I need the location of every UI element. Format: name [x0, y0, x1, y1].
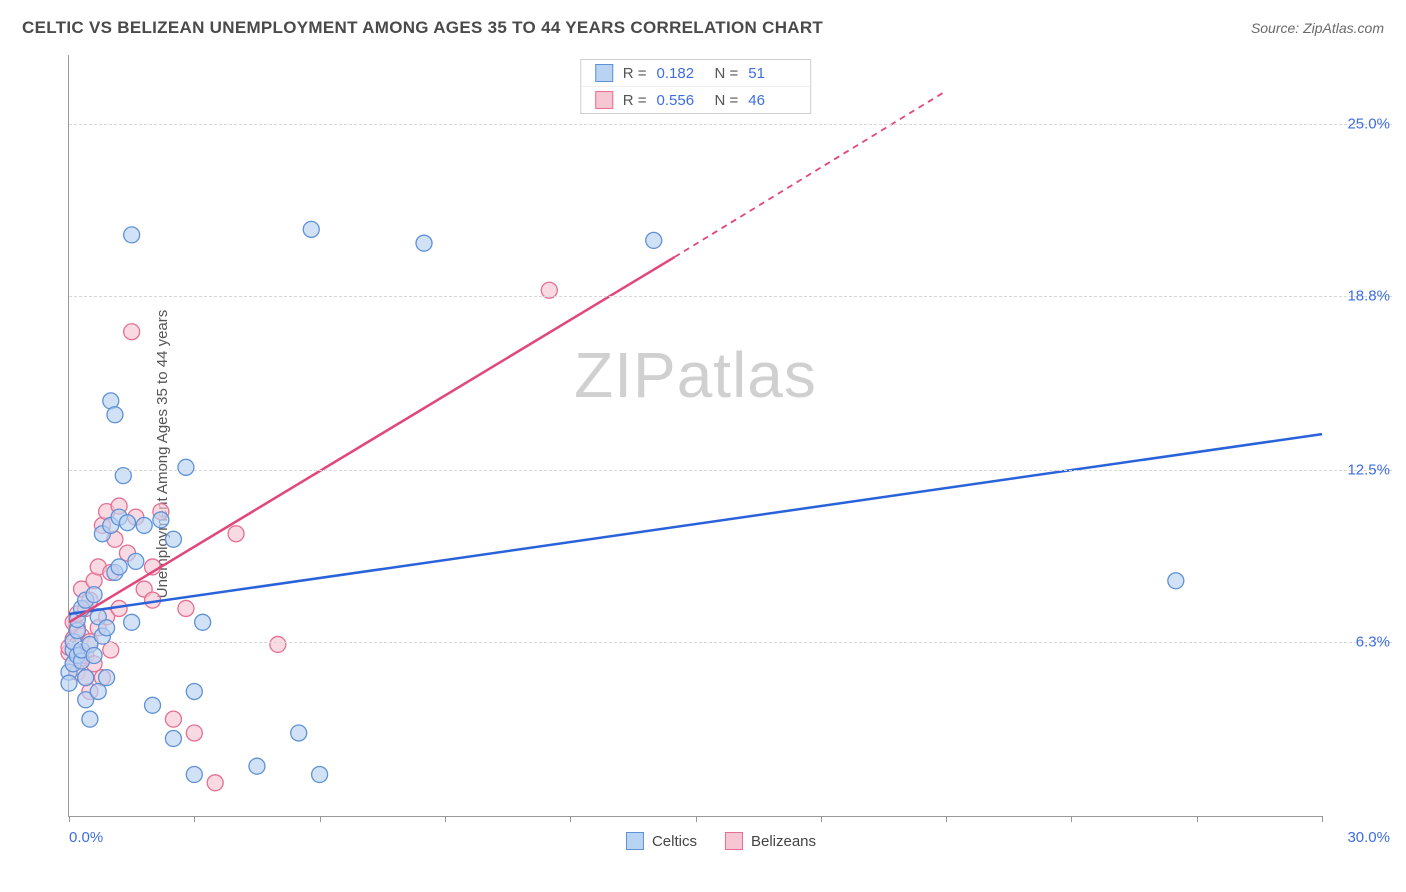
y-tick-label: 6.3%: [1356, 633, 1390, 650]
stats-row-belizeans: R = 0.556 N = 46: [581, 86, 811, 113]
gridline: [69, 296, 1392, 297]
stats-legend: R = 0.182 N = 51 R = 0.556 N = 46: [580, 59, 812, 114]
x-max-label: 30.0%: [1347, 829, 1390, 846]
x-tick: [1071, 816, 1072, 822]
chart-container: Unemployment Among Ages 35 to 44 years Z…: [50, 55, 1392, 852]
y-tick-label: 25.0%: [1347, 116, 1390, 133]
gridline: [69, 642, 1392, 643]
x-tick: [1197, 816, 1198, 822]
x-tick: [696, 816, 697, 822]
stats-row-celtics: R = 0.182 N = 51: [581, 60, 811, 86]
swatch-celtics: [626, 832, 644, 850]
source-label: Source: ZipAtlas.com: [1251, 20, 1384, 36]
r-value-celtics: 0.182: [657, 65, 705, 82]
x-tick: [570, 816, 571, 822]
gridline: [69, 124, 1392, 125]
r-value-belizeans: 0.556: [657, 92, 705, 109]
n-label: N =: [715, 65, 739, 82]
x-tick: [69, 816, 70, 822]
gridline: [69, 470, 1392, 471]
plot-area: ZIPatlas R = 0.182 N = 51 R = 0.556 N = …: [68, 55, 1322, 817]
swatch-belizeans: [595, 91, 613, 109]
x-tick: [1322, 816, 1323, 822]
n-value-celtics: 51: [748, 65, 796, 82]
n-value-belizeans: 46: [748, 92, 796, 109]
chart-title: CELTIC VS BELIZEAN UNEMPLOYMENT AMONG AG…: [22, 18, 823, 38]
legend-item-belizeans: Belizeans: [725, 832, 816, 850]
r-label: R =: [623, 92, 647, 109]
y-tick-label: 12.5%: [1347, 462, 1390, 479]
x-min-label: 0.0%: [69, 829, 103, 846]
y-tick-label: 18.8%: [1347, 287, 1390, 304]
n-label: N =: [715, 92, 739, 109]
x-tick: [821, 816, 822, 822]
series-legend: Celtics Belizeans: [626, 832, 816, 850]
x-tick: [946, 816, 947, 822]
legend-label-belizeans: Belizeans: [751, 833, 816, 850]
x-tick: [445, 816, 446, 822]
swatch-belizeans: [725, 832, 743, 850]
legend-item-celtics: Celtics: [626, 832, 697, 850]
legend-label-celtics: Celtics: [652, 833, 697, 850]
r-label: R =: [623, 65, 647, 82]
swatch-celtics: [595, 64, 613, 82]
x-tick: [320, 816, 321, 822]
plot-svg: [69, 55, 1322, 816]
x-tick: [194, 816, 195, 822]
